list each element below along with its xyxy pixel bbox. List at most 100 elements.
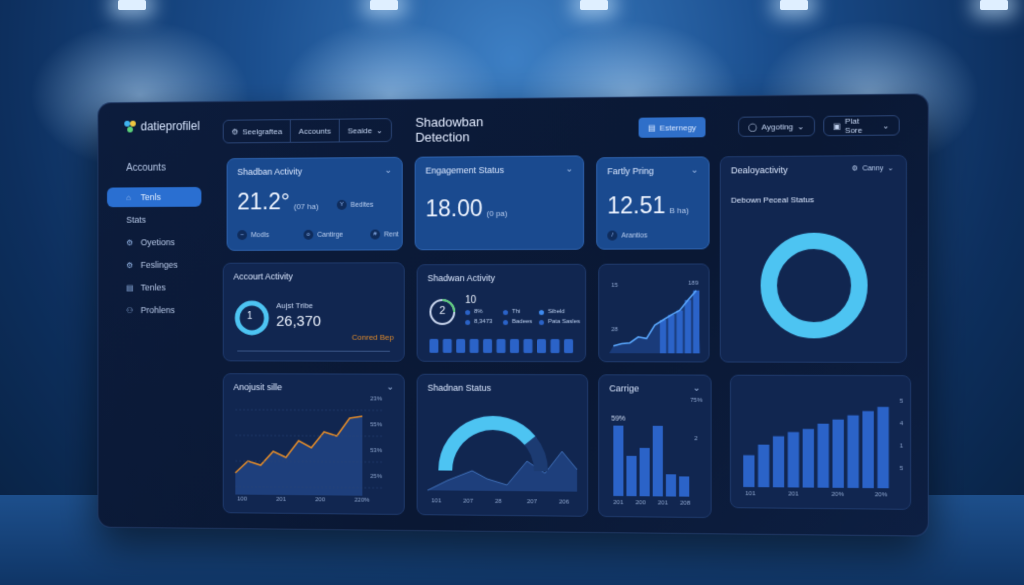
bar — [564, 339, 573, 353]
bar — [537, 339, 546, 353]
sort-pill-button[interactable]: ▣ Plat Sore ⌄ — [823, 115, 900, 136]
x-tick-label: 28 — [495, 499, 502, 505]
bar — [832, 419, 843, 487]
tab-accounts[interactable]: Accounts — [291, 120, 340, 142]
ceiling-light — [370, 0, 398, 10]
bar — [456, 339, 465, 353]
ceiling-light — [580, 0, 608, 10]
card-title: Shadnan Status — [427, 383, 491, 393]
card-shadwan-activity[interactable]: Shadwan Activity 2 10 8% Thi Sibeld 8,3473 B… — [417, 264, 587, 362]
bar — [510, 339, 519, 353]
tab-seelgraftea[interactable]: ⚙ Seelgraftea — [224, 120, 291, 142]
bar — [626, 456, 636, 496]
card-account-activity[interactable]: Accourt Activity 1 Aujst Tribe 26,370 Co… — [223, 262, 405, 362]
legend-item: Sibeld — [539, 309, 565, 315]
x-tick-label: 201 — [276, 497, 286, 503]
x-axis-labels — [418, 375, 588, 376]
primary-action-button[interactable]: ▤ Esternegy — [639, 117, 706, 138]
legend-dot — [539, 320, 544, 325]
sidebar-item-tenls[interactable]: ⌂ Tenls — [107, 187, 201, 207]
card-engagement-status[interactable]: Engagement Status ⌄ 18.00 (0 pa) — [415, 155, 584, 250]
legend-label: Pata Sasles — [548, 319, 580, 325]
card-shadran-status[interactable]: Shadnan Status 101 207 28 207 206 — [417, 374, 589, 517]
sidebar-item-feslinges[interactable]: ⚙ Feslinges — [107, 255, 201, 275]
bar — [773, 436, 784, 487]
y-tick-label: 25% — [370, 474, 382, 480]
logo[interactable]: datieprofilel — [107, 119, 201, 134]
x-tick-label: 20% — [831, 492, 843, 498]
sidebar-item-tenles[interactable]: ▤ Tenles — [107, 278, 201, 298]
sidebar-item-label: Oyetions — [141, 237, 175, 247]
chevron-down-icon[interactable]: ⌄ — [693, 383, 701, 394]
legend-label: 8,3473 — [474, 319, 492, 325]
ceiling-light — [980, 0, 1008, 10]
chart-icon: ▣ — [833, 121, 841, 130]
sidebar-item-prohlens[interactable]: ⚇ Prohlens — [107, 300, 201, 320]
x-tick-label: 200 — [315, 497, 325, 503]
card-dealoy-activity[interactable]: Dealoyactivity ⚙ Canny ⌄ Debown Peceal Sta… — [720, 155, 907, 363]
settings-icon: ⚙ — [126, 261, 136, 270]
bar — [443, 339, 452, 353]
y-tick-label: 4 — [900, 421, 903, 427]
x-tick-label: 200 — [636, 500, 646, 506]
card-title: Accourt Activity — [233, 271, 292, 281]
x-tick-label: 100 — [237, 497, 247, 503]
legend-item: Pata Sasles — [539, 319, 580, 325]
bar — [653, 426, 663, 497]
bar — [613, 426, 623, 496]
chevron-down-icon[interactable]: ⌄ — [565, 163, 573, 174]
card-title: Fartly Pring — [607, 166, 653, 176]
card-bars-right[interactable]: 5 4 1 5 101 201 20% 20% — [730, 375, 911, 510]
sidebar-item-stats[interactable]: Stats — [107, 210, 201, 230]
card-carriage[interactable]: Carrige ⌄ 59% 75% 2 201 200 201 208 — [598, 374, 711, 518]
x-tick-label: 207 — [527, 499, 537, 505]
bar — [877, 407, 888, 488]
legend-dot — [503, 319, 508, 324]
x-tick-label: 101 — [431, 498, 441, 504]
bar-chart — [743, 402, 897, 488]
legend-item: Badees — [503, 319, 532, 325]
chip-rent[interactable]: # Rent — [370, 229, 398, 239]
page-title: Shadowban Detection — [415, 114, 540, 145]
chevron-down-icon: ⌄ — [887, 164, 893, 172]
calendar-icon: ▤ — [648, 123, 656, 132]
gauge-value: 2 — [439, 305, 445, 317]
filter-pill-button[interactable]: ◯ Aygoting ⌄ — [738, 116, 815, 137]
range-slider[interactable] — [237, 351, 390, 352]
tag-icon: # — [370, 230, 380, 240]
card-trend-line[interactable]: 15 28 189 — [598, 263, 709, 362]
legend-label: Badees — [512, 319, 532, 325]
chevron-down-icon[interactable]: ⌄ — [691, 165, 699, 176]
legend-label: Sibeld — [548, 309, 565, 315]
sidebar-heading[interactable]: Accounts — [107, 162, 201, 174]
bar — [743, 455, 754, 487]
user-icon: ⚇ — [126, 306, 136, 315]
legend-dot — [503, 309, 508, 314]
chip-cantirge[interactable]: o Cantirge — [304, 230, 344, 240]
sidebar-item-label: Feslinges — [141, 260, 178, 270]
chevron-down-icon[interactable]: ⌄ — [384, 165, 391, 176]
card-anojust-sile[interactable]: Anojusit sille ⌄ 23% 55% 53% 25% 100 201 200 22… — [223, 373, 405, 515]
y-tick-label: 75% — [690, 398, 702, 404]
list-icon: ▤ — [126, 283, 136, 292]
legend-label: 8% — [474, 309, 483, 315]
chevron-down-icon: ⌄ — [376, 126, 383, 135]
x-tick-label: 220% — [355, 498, 370, 504]
chip-modls[interactable]: ~ Modls — [237, 230, 269, 240]
chevron-down-icon[interactable]: ⌄ — [386, 382, 393, 393]
link-conred-bep[interactable]: Conred Bep — [352, 333, 394, 342]
card-shadban-activity[interactable]: Shadban Activity ⌄ 21.2° (07 ha) Y Bedites… — [227, 157, 403, 251]
card-fartly-pring[interactable]: Fartly Pring ⌄ 12.51 B ha) / Arantios — [596, 156, 709, 249]
donut-arc — [769, 241, 860, 331]
chevron-down-icon: ⌄ — [882, 121, 889, 130]
tab-seaide[interactable]: Seaide ⌄ — [340, 119, 391, 141]
bar — [483, 339, 492, 353]
x-tick-label: 207 — [463, 499, 473, 505]
pulse-icon: ~ — [237, 230, 247, 240]
card-dropdown[interactable]: ⚙ Canny ⌄ — [852, 164, 894, 172]
chip-arantios[interactable]: / Arantios — [607, 230, 647, 240]
y-tick-label: 2 — [694, 436, 697, 442]
card-title: Dealoyactivity — [731, 165, 788, 176]
sidebar-item-oyetions[interactable]: ⚙ Oyetions — [107, 232, 201, 252]
legend-item: 8,3473 — [465, 319, 492, 325]
